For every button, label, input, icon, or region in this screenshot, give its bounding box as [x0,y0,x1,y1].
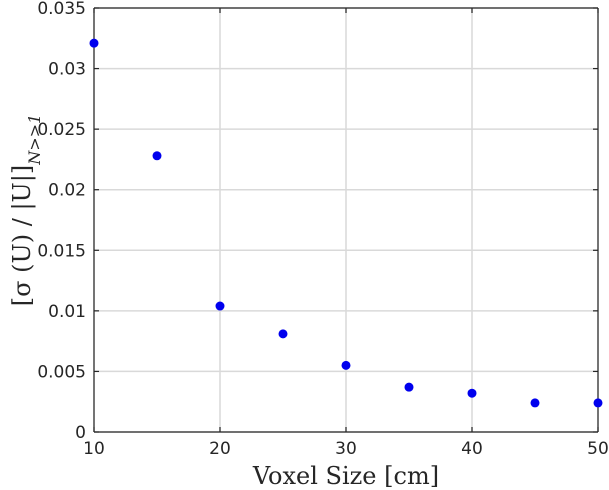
x-tick-label: 40 [461,439,483,459]
y-tick-label: 0.005 [37,362,86,382]
data-point [404,382,414,392]
data-point [341,360,351,370]
tick-labels: 10 20 30 40 50 0 0.005 0.01 0.015 0.02 0.025 0.03 0.… [37,0,608,459]
data-point [89,38,99,48]
y-axis-label-subscript: N>>1 [25,114,44,166]
x-tick-label: 20 [209,439,231,459]
y-axis-label: [σ (U) / |U|]N>>1 [8,114,44,306]
data-point [593,398,603,408]
data-point [215,301,225,311]
x-tick-label: 30 [335,439,357,459]
y-tick-label: 0.035 [37,0,86,19]
data-point [530,398,540,408]
y-tick-label: 0.02 [48,181,86,201]
x-tick-label: 50 [587,439,609,459]
y-tick-label: 0.025 [37,120,86,140]
y-tick-label: 0 [75,423,86,443]
data-point [152,151,162,161]
x-axis-label: Voxel Size [cm] [252,462,439,490]
y-tick-label: 0.01 [48,302,86,322]
axes [93,7,599,433]
x-tick-label: 10 [83,439,105,459]
y-tick-label: 0.015 [37,241,86,261]
data-point [467,388,477,398]
data-points [89,38,603,408]
data-point [278,329,288,339]
y-axis-label-main: [σ (U) / |U|] [8,165,37,306]
y-tick-label: 0.03 [48,60,86,80]
